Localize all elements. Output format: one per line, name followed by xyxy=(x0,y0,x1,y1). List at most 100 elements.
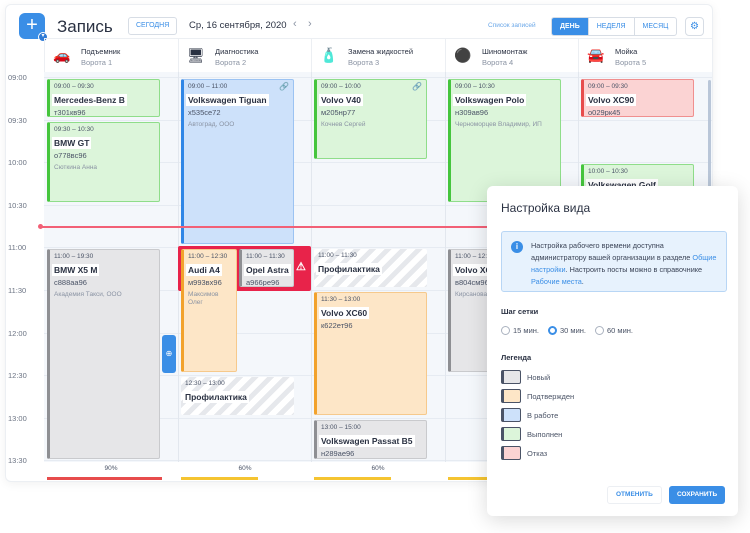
column-header[interactable]: 🖥 Диагностика Ворота 2 xyxy=(178,38,312,72)
time-label: 10:30 xyxy=(8,200,27,210)
appointment-plate: н289ае96 xyxy=(321,448,355,458)
diagnostics-monitor-icon: 🖥 xyxy=(187,47,205,63)
legend-label: Новый xyxy=(527,372,551,382)
legend-item: Новый xyxy=(501,370,550,384)
load-bar xyxy=(314,477,391,480)
appointment-card[interactable]: 11:00 – 12:30 Audi A4 м993вх96 Максимов Оле… xyxy=(181,249,237,373)
time-label: 09:30 xyxy=(8,115,27,125)
appointment-time: 11:00 – 12:30 xyxy=(188,253,228,261)
appointment-plate: в804см96 xyxy=(455,278,489,288)
column-header[interactable]: 🧴 Замена жидкостей Ворота 3 xyxy=(311,38,445,72)
appointment-card[interactable]: 11:30 – 13:00 Volvo XC60 к622ет96 xyxy=(314,292,427,415)
records-list-link[interactable]: Список записей xyxy=(488,22,536,29)
appointment-plate: м205нр77 xyxy=(321,108,356,117)
appointment-time: 09:00 – 09:30 xyxy=(588,83,628,90)
current-time-line xyxy=(40,226,500,228)
legend-item: Подтвержден xyxy=(501,389,574,403)
view-day-tab[interactable]: День xyxy=(552,18,588,35)
appointment-plate: а966ре96 xyxy=(246,278,280,287)
oil-bottle-icon: 🧴 xyxy=(320,47,338,63)
appointment-plate: м993вх96 xyxy=(188,278,222,288)
appointment-card[interactable]: 09:00 – 09:30 Mercedes-Benz B т301кв96 xyxy=(47,79,160,117)
save-button[interactable]: Сохранить xyxy=(669,486,726,504)
column-divider xyxy=(311,72,312,462)
scrollbar[interactable] xyxy=(708,80,711,230)
legend-swatch xyxy=(501,408,521,422)
column-gate: Ворота 2 xyxy=(215,58,247,67)
appointment-time: 09:00 – 09:30 xyxy=(54,83,94,90)
appointment-model: Volkswagen Polo xyxy=(453,94,527,106)
car-wash-icon: 🚘 xyxy=(587,47,605,63)
column-name: Шиномонтаж xyxy=(482,47,528,56)
view-week-tab[interactable]: Неделя xyxy=(587,18,634,35)
appointment-card[interactable]: 09:00 – 11:00 Volkswagen Tiguan х535се72 Ав… xyxy=(181,79,294,245)
prev-day-button[interactable]: ‹ xyxy=(293,18,297,30)
load-percent: 60% xyxy=(371,465,385,472)
view-month-tab[interactable]: Месяц xyxy=(633,18,677,35)
add-slot-button[interactable]: ⊕ xyxy=(162,335,176,373)
legend-item: Выполнен xyxy=(501,427,562,441)
appointment-plate: с888аа96 xyxy=(54,278,87,288)
appointment-model: Volvo V40 xyxy=(319,94,363,106)
info-text: . Настроить посты можно в справочнике xyxy=(565,265,703,274)
time-label: 12:30 xyxy=(8,371,27,381)
current-time-dot xyxy=(38,224,43,229)
appointment-card[interactable]: 13:00 – 15:00 Volkswagen Passat B5 н289ае9… xyxy=(314,419,427,459)
appointment-model: Mercedes-Benz B xyxy=(52,94,127,106)
load-percent: 60% xyxy=(238,465,252,472)
dialog-title: Настройка вида xyxy=(501,201,591,215)
legend-swatch xyxy=(501,370,521,384)
legend-item: В работе xyxy=(501,408,558,422)
general-settings-link[interactable]: Общие настройки xyxy=(531,253,717,274)
warning-icon[interactable]: ⚠ xyxy=(296,261,306,274)
gear-icon[interactable]: ⚙ xyxy=(685,17,704,36)
appointment-card[interactable]: 09:00 – 09:30 Volvo XC90 о029рк45 xyxy=(581,79,694,117)
maintenance-block[interactable]: 12:30 – 13:00 Профилактика xyxy=(181,377,294,415)
legend-label: Легенда xyxy=(501,353,532,362)
appointment-card[interactable]: 09:00 – 10:00 Volvo V40 м205нр77 Кочнев Сер… xyxy=(314,79,427,160)
add-record-button[interactable]: + ▾ xyxy=(19,13,48,42)
load-bar xyxy=(448,477,525,480)
info-text: . xyxy=(581,277,584,286)
radio-60[interactable]: 60 мин. xyxy=(595,326,633,335)
info-box: i Настройка рабочего времени доступна ад… xyxy=(501,231,727,292)
appointment-model: Opel Astra xyxy=(244,264,291,277)
appointment-time: 11:00 – 19:30 xyxy=(54,253,94,261)
column-header[interactable]: 🚗 Подъемник Ворота 1 xyxy=(44,38,178,72)
workplaces-link[interactable]: Рабочие места xyxy=(531,277,582,286)
appointment-model: Volkswagen Tiguan xyxy=(186,94,269,106)
load-bar xyxy=(181,477,258,480)
time-label: 13:00 xyxy=(8,413,27,423)
current-date: Ср, 16 сентября, 2020 xyxy=(189,20,287,31)
column-name: Диагностика xyxy=(215,47,259,56)
radio-30[interactable]: 30 мин. xyxy=(548,326,586,335)
appointment-model: Volkswagen Passat B5 xyxy=(319,434,415,447)
today-button[interactable]: Сегодня xyxy=(128,17,178,35)
radio-15[interactable]: 15 мин. xyxy=(501,326,539,335)
grid-line xyxy=(44,417,712,419)
column-name: Мойка xyxy=(615,47,638,56)
appointment-card[interactable]: 11:00 – 11:30 Opel Astra а966ре96 xyxy=(239,249,294,287)
load-bar xyxy=(47,477,163,480)
column-header[interactable]: ⚫ Шиномонтаж Ворота 4 xyxy=(445,38,579,72)
appointment-client: Академия Такси, ООО xyxy=(54,291,122,299)
load-percent: 90% xyxy=(104,465,118,472)
grid-line xyxy=(44,290,712,291)
maintenance-block[interactable]: 11:00 – 11:30 Профилактика xyxy=(314,249,427,287)
grid-step-label: Шаг сетки xyxy=(501,307,539,316)
appointment-card[interactable]: 09:00 – 10:30 Volkswagen Polo н309ав96 Черн… xyxy=(448,79,561,202)
time-label: 11:00 xyxy=(8,243,27,253)
appointment-time: 10:00 – 10:30 xyxy=(588,168,628,176)
cancel-button[interactable]: Отменить xyxy=(607,486,662,504)
appointment-client: Максимов Олег xyxy=(188,291,219,307)
column-header[interactable]: 🚘 Мойка Ворота 5 xyxy=(578,38,712,72)
column-load: 90% xyxy=(44,462,178,480)
time-label: 13:30 xyxy=(8,456,27,466)
legend-swatch xyxy=(501,389,521,403)
appointment-card[interactable]: 09:30 – 10:30 BMW GT о778вс96 Сюткина Анна xyxy=(47,121,160,202)
chevron-down-icon[interactable]: ▾ xyxy=(38,32,48,42)
appointment-time: 11:00 – 11:30 xyxy=(318,252,357,260)
next-day-button[interactable]: › xyxy=(308,18,312,30)
appointment-time: 09:00 – 11:00 xyxy=(188,83,228,90)
